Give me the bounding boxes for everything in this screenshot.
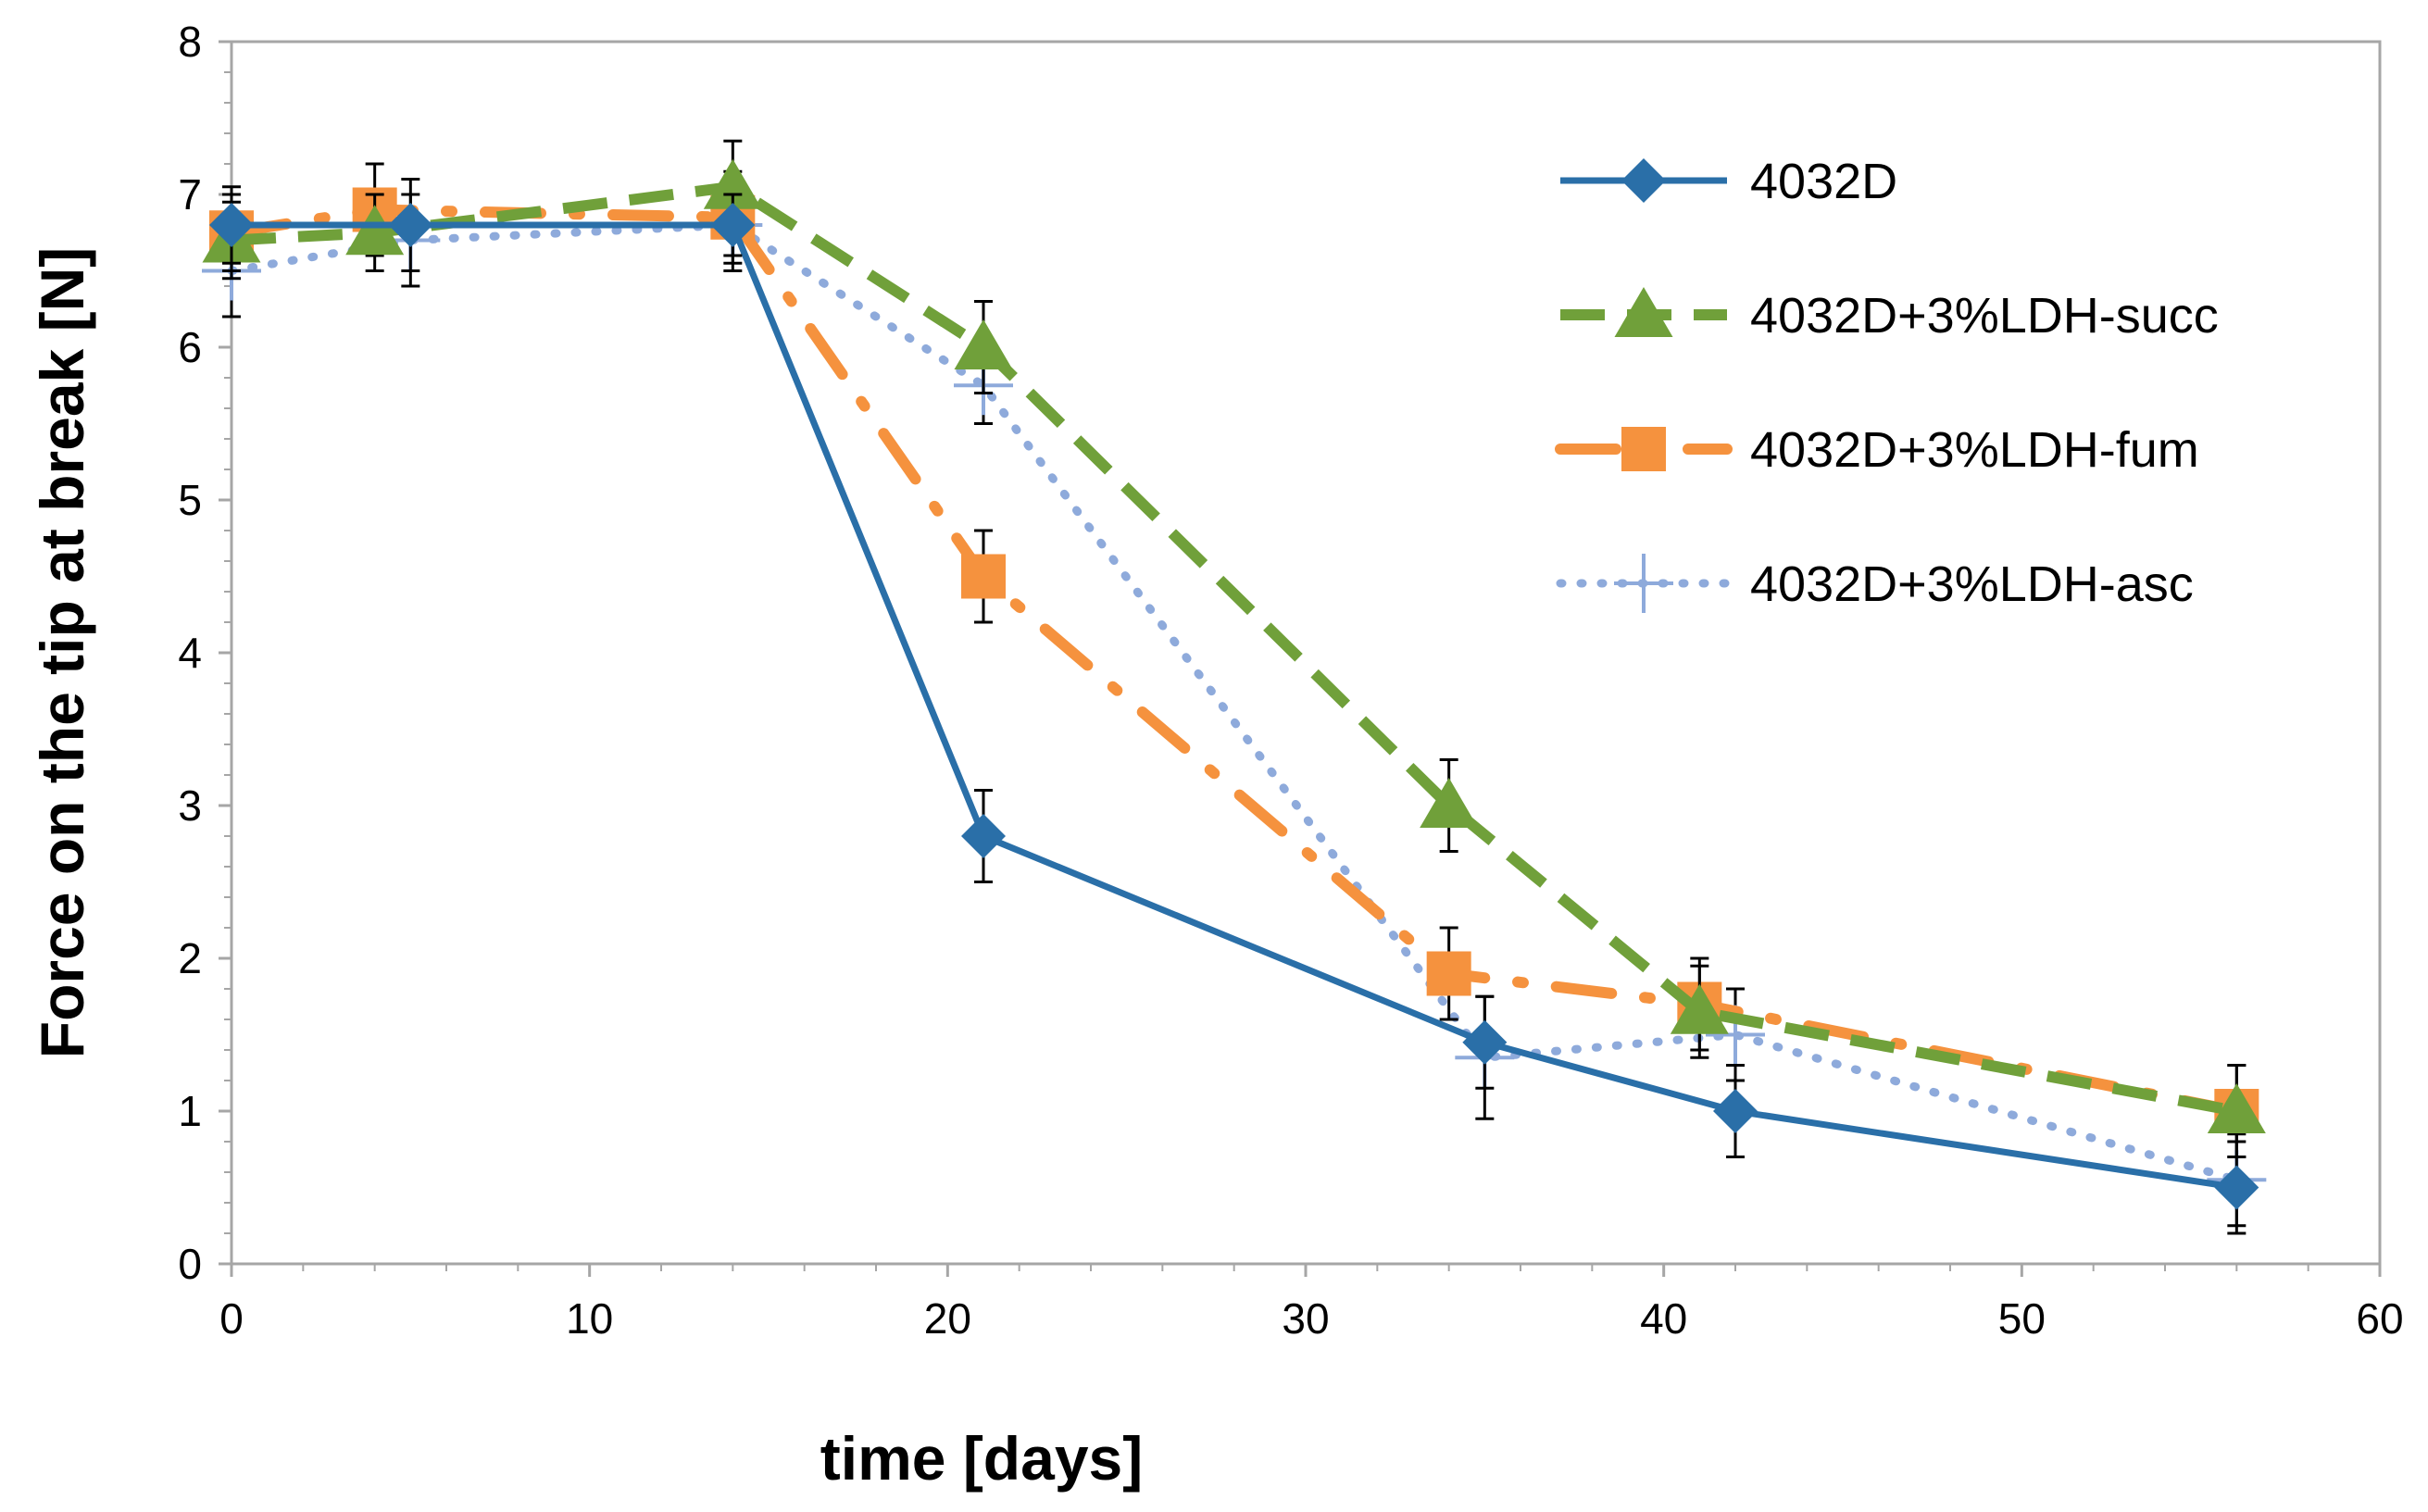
data-point-square — [961, 554, 1006, 599]
series-2 — [202, 139, 2266, 1158]
series-group — [202, 139, 2267, 1235]
y-tick-label: 1 — [178, 1087, 202, 1135]
x-tick-label: 0 — [219, 1294, 244, 1343]
x-tick-label: 60 — [2356, 1294, 2403, 1343]
series-1 — [209, 178, 2259, 1235]
x-axis-title: time [days] — [820, 1424, 1143, 1493]
legend-item-3: 4032D+3%LDH-fum — [1555, 422, 2199, 478]
data-point-diamond — [209, 203, 254, 247]
y-tick-label: 3 — [178, 781, 202, 830]
y-tick-label: 2 — [178, 934, 202, 982]
data-point-triangle — [2207, 1083, 2266, 1133]
data-point-triangle — [1420, 778, 1479, 828]
y-tick-label: 5 — [178, 476, 202, 524]
legend-marker — [1614, 287, 1673, 337]
plot-area — [230, 40, 2382, 1266]
legend-label: 4032D — [1750, 154, 1897, 209]
data-point-diamond — [1462, 1019, 1508, 1065]
x-tick-label: 40 — [1640, 1294, 1687, 1343]
data-point-diamond — [388, 203, 433, 247]
x-tick-label: 20 — [924, 1294, 971, 1343]
legend-item-4: 4032D+3%LDH-asc — [1556, 554, 2194, 613]
x-tick-label: 30 — [1282, 1294, 1329, 1343]
data-point-diamond — [2214, 1165, 2259, 1210]
data-point-diamond — [961, 814, 1006, 858]
data-point-triangle — [703, 158, 762, 209]
axis-ticks: 0 10 20 30 40 50 60 0 1 2 3 4 5 6 7 8 — [178, 18, 2403, 1343]
x-tick-label: 50 — [1998, 1294, 2046, 1343]
x-tick-label: 10 — [566, 1294, 613, 1343]
data-point-triangle — [1670, 983, 1729, 1034]
data-point-triangle — [954, 319, 1013, 369]
y-tick-label: 7 — [178, 170, 202, 219]
y-axis-title: Force on the tip at break [N] — [28, 247, 96, 1058]
data-point-diamond — [710, 203, 756, 247]
legend-label: 4032D+3%LDH-succ — [1750, 288, 2219, 344]
legend-item-2: 4032D+3%LDH-succ — [1560, 287, 2219, 344]
data-point-triangle — [345, 205, 405, 256]
y-tick-label: 6 — [178, 323, 202, 371]
y-tick-label: 8 — [178, 18, 202, 66]
legend-label: 4032D+3%LDH-asc — [1750, 556, 2194, 612]
legend-item-1: 4032D — [1560, 154, 1897, 209]
legend-marker — [1621, 427, 1666, 471]
y-tick-label: 0 — [178, 1240, 202, 1288]
y-tick-label: 4 — [178, 629, 202, 677]
data-point-square — [1426, 951, 1471, 996]
data-point-diamond — [1713, 1089, 1758, 1133]
legend-marker — [1614, 554, 1673, 613]
legend: 4032D 4032D+3%LDH-succ 4032D+3%LDH-fum 4032… — [1555, 154, 2219, 613]
legend-marker — [1621, 158, 1666, 203]
legend-label: 4032D+3%LDH-fum — [1750, 422, 2199, 478]
